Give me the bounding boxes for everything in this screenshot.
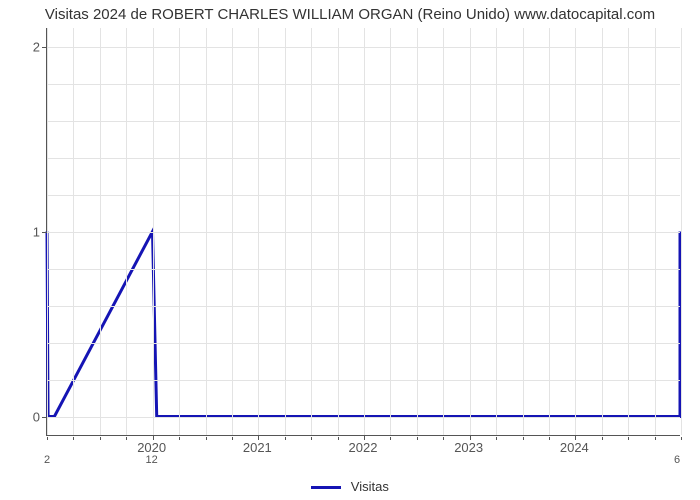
x-tick-label: 2021 — [243, 440, 272, 455]
gridline-v-minor — [496, 28, 497, 435]
x-tickmark-minor — [655, 437, 656, 440]
x-tickmark-minor — [206, 437, 207, 440]
gridline-v-minor — [628, 28, 629, 435]
gridline-v-minor — [523, 28, 524, 435]
x-tickmark-minor — [628, 437, 629, 440]
x-tickmark-minor — [549, 437, 550, 440]
x-tickmark-minor — [443, 437, 444, 440]
gridline-v-minor — [126, 28, 127, 435]
gridline-v-minor — [100, 28, 101, 435]
gridline-v-minor — [681, 28, 682, 435]
y-tick-label: 0 — [10, 410, 40, 425]
x-tickmark-minor — [602, 437, 603, 440]
x-tick-label: 2024 — [560, 440, 589, 455]
gridline-v-minor — [47, 28, 48, 435]
x-tickmark-minor — [338, 437, 339, 440]
gridline-v-minor — [311, 28, 312, 435]
gridline-v-minor — [338, 28, 339, 435]
gridline-v-minor — [179, 28, 180, 435]
gridline-v — [364, 28, 365, 435]
gridline-v-minor — [206, 28, 207, 435]
gridline-v — [153, 28, 154, 435]
x-tickmark-minor — [47, 437, 48, 440]
gridline-v-minor — [602, 28, 603, 435]
x-tick-label: 2023 — [454, 440, 483, 455]
x-tickmark-minor — [681, 437, 682, 440]
x-tickmark-minor — [285, 437, 286, 440]
gridline-v-minor — [549, 28, 550, 435]
gridline-v-minor — [285, 28, 286, 435]
chart-container: Visitas 2024 de ROBERT CHARLES WILLIAM O… — [0, 0, 700, 500]
data-point-label: 12 — [146, 454, 158, 466]
legend-label: Visitas — [351, 479, 389, 494]
corner-label-br: 6 — [674, 454, 680, 466]
gridline-v — [575, 28, 576, 435]
gridline-v-minor — [443, 28, 444, 435]
corner-label-bl: 2 — [44, 454, 50, 466]
x-tickmark-minor — [232, 437, 233, 440]
gridline-v — [258, 28, 259, 435]
gridline-v-minor — [417, 28, 418, 435]
x-tickmark-minor — [417, 437, 418, 440]
x-tickmark-minor — [126, 437, 127, 440]
gridline-v — [470, 28, 471, 435]
gridline-v-minor — [390, 28, 391, 435]
gridline-v-minor — [232, 28, 233, 435]
plot-area — [46, 28, 680, 436]
chart-title: Visitas 2024 de ROBERT CHARLES WILLIAM O… — [0, 6, 700, 23]
x-tickmark-minor — [390, 437, 391, 440]
gridline-v-minor — [73, 28, 74, 435]
x-tickmark-minor — [73, 437, 74, 440]
x-tickmark-minor — [179, 437, 180, 440]
x-tick-label: 2020 — [137, 440, 166, 455]
legend-swatch — [311, 486, 341, 489]
gridline-v-minor — [655, 28, 656, 435]
y-tick-label: 1 — [10, 225, 40, 240]
x-tick-label: 2022 — [349, 440, 378, 455]
x-tickmark-minor — [100, 437, 101, 440]
legend: Visitas — [0, 479, 700, 494]
x-tickmark-minor — [311, 437, 312, 440]
x-tickmark-minor — [523, 437, 524, 440]
y-tick-label: 2 — [10, 39, 40, 54]
x-tickmark-minor — [496, 437, 497, 440]
